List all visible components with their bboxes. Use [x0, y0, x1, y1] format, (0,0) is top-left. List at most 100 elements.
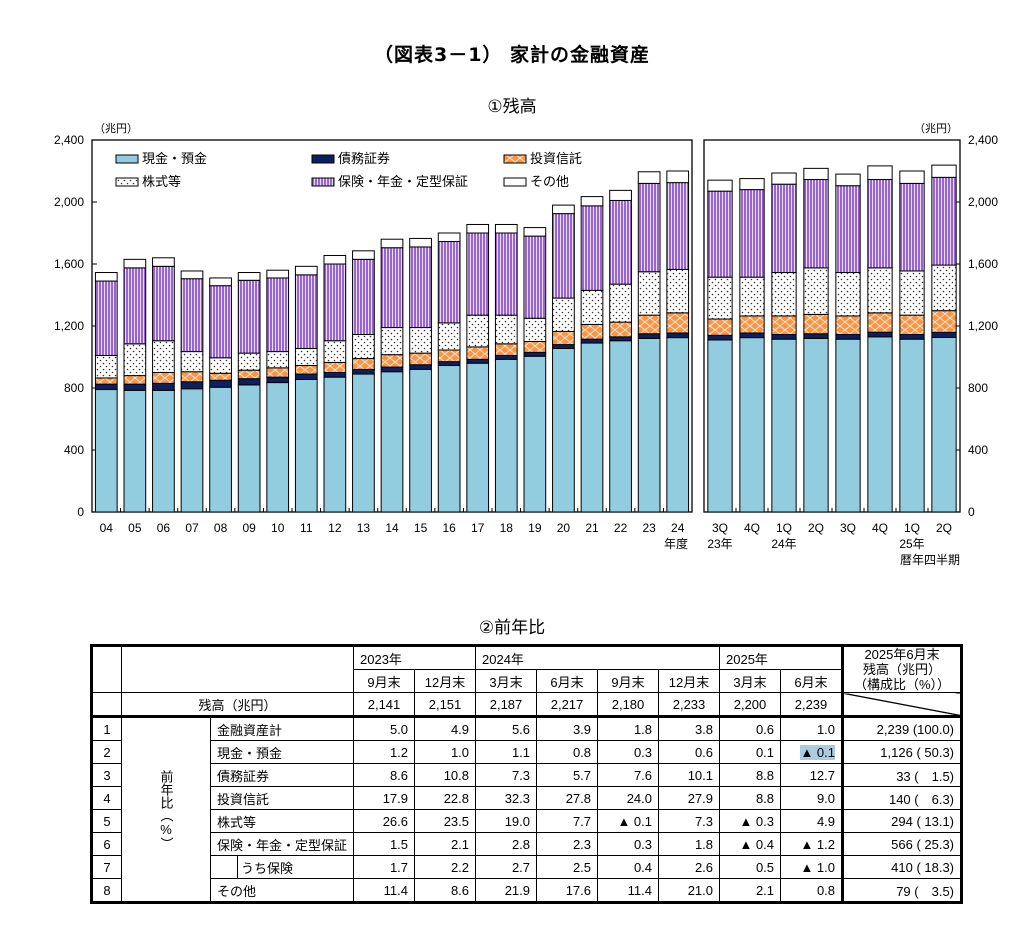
- legend-label: 株式等: [142, 174, 181, 189]
- row-label: 投資信託: [209, 786, 355, 810]
- bar-annual-other: [352, 250, 375, 260]
- value-cell: 0.6: [719, 715, 782, 741]
- row-label: 債務証券: [209, 763, 355, 787]
- bar-annual-cash: [323, 376, 347, 513]
- balance-cell: 2,180: [597, 692, 660, 717]
- bar-annual-stocks: [637, 271, 661, 316]
- y-tick-right: 2,400: [968, 133, 998, 147]
- value-text: 11.4: [627, 882, 653, 898]
- bar-annual-insurance: [152, 265, 175, 342]
- table-row: 4 投資信託 17.9 22.8 32.3 27.8 24.0 27.9 8.8 9.0 140 (…: [90, 786, 964, 810]
- x-tick-label: 17: [471, 521, 485, 535]
- bar-annual-trusts: [209, 372, 232, 381]
- value-text: 21.9: [504, 882, 531, 898]
- value-cell: 1.1: [475, 740, 538, 764]
- value-cell: ▲ 0.1: [780, 740, 844, 764]
- value-cell: 1.0: [780, 715, 844, 741]
- bar-quarterly-trusts: [739, 315, 765, 334]
- legend-swatch-trusts: [503, 154, 527, 164]
- row-no: 1: [90, 715, 122, 741]
- bar-annual-insurance: [266, 277, 290, 353]
- bar-annual-stocks: [237, 352, 261, 371]
- table-row: 7 うち保険 1.7 2.2 2.7 2.5 0.4 2.6 0.5 ▲ 1.0 410 ( 18.…: [90, 855, 964, 879]
- value-text: 0.8: [572, 744, 592, 760]
- value-text: 2.1: [755, 882, 775, 898]
- x-tick-label: 1Q: [776, 521, 792, 535]
- bar-quarterly-other: [867, 165, 893, 181]
- bar-annual-insurance: [294, 274, 318, 349]
- bar-quarterly-stocks: [803, 267, 829, 315]
- bar-annual-trusts: [152, 372, 175, 384]
- value-text: 7.3: [511, 767, 531, 783]
- legend-swatch-stocks: [115, 177, 139, 187]
- y-tick-right: 400: [968, 443, 988, 457]
- diagonal-cell: [841, 692, 964, 717]
- bar-annual-trusts: [494, 343, 518, 356]
- bar-annual-insurance: [580, 205, 604, 291]
- bar-annual-stocks: [609, 283, 632, 323]
- bar-annual-trusts: [666, 312, 690, 334]
- bar-quarterly-insurance: [771, 183, 797, 274]
- bar-annual-stocks: [294, 347, 318, 367]
- x-tick-label: 22: [614, 521, 628, 535]
- table-title: ②前年比: [478, 618, 546, 638]
- value-text: 8.6: [450, 882, 470, 898]
- bar-annual-stocks: [466, 314, 490, 348]
- value-cell: 5.0: [353, 715, 416, 741]
- value-cell: 0.8: [780, 878, 844, 904]
- bar-annual-cash: [409, 368, 432, 513]
- bar-annual-other: [666, 170, 690, 184]
- bar-quarterly-bonds: [707, 334, 733, 341]
- bar-quarterly-insurance: [803, 179, 829, 269]
- x-tick-label: 11: [300, 521, 313, 535]
- value-cell: 22.8: [414, 786, 477, 810]
- bar-annual-stocks: [352, 334, 375, 360]
- x-tick-label: 10: [271, 521, 285, 535]
- value-cell: 1.0: [414, 740, 477, 764]
- value-text: 8.6: [389, 767, 409, 783]
- bar-annual-bonds: [609, 336, 632, 342]
- side-label: 前年比（%）: [121, 715, 211, 904]
- bar-annual-trusts: [609, 321, 632, 338]
- bar-annual-cash: [352, 373, 375, 513]
- value-text: 23.5: [443, 813, 470, 829]
- bar-annual-trusts: [323, 361, 347, 374]
- bar-quarterly-cash: [707, 339, 733, 513]
- balance-cell: 2,217: [536, 692, 599, 717]
- bar-annual-insurance: [380, 247, 404, 329]
- bar-annual-bonds: [466, 358, 490, 364]
- y-tick-right: 1,600: [968, 257, 998, 271]
- value-text: 1.5: [389, 836, 409, 852]
- bar-annual-trusts: [437, 349, 461, 363]
- bar-quarterly-stocks: [707, 276, 733, 320]
- value-text: 1.7: [389, 859, 409, 875]
- row-label: うち保険: [209, 855, 355, 879]
- value-text: 1.8: [633, 721, 653, 737]
- row-no: 5: [90, 809, 122, 833]
- bar-annual-trusts: [266, 367, 290, 378]
- value-text: 12.7: [809, 767, 836, 783]
- bar-annual-other: [437, 232, 461, 243]
- value-cell: 0.8: [536, 740, 599, 764]
- value-cell: 17.6: [536, 878, 599, 904]
- bar-annual-other: [323, 254, 347, 265]
- value-cell: 7.3: [658, 809, 721, 833]
- balance-share-cell: 140 ( 6.3): [841, 786, 964, 810]
- value-text: 17.9: [382, 790, 409, 806]
- bar-annual-other: [294, 265, 318, 276]
- bar-annual-cash: [580, 342, 604, 513]
- value-text: 10.8: [443, 767, 470, 783]
- value-text: 5.6: [511, 721, 531, 737]
- value-cell: 19.0: [475, 809, 538, 833]
- bar-quarterly-trusts: [867, 312, 893, 333]
- value-cell: 1.8: [658, 832, 721, 856]
- x-tick-label: 20: [557, 521, 571, 535]
- value-text: 2.8: [511, 836, 531, 852]
- value-text: 7.7: [572, 813, 592, 829]
- bar-annual-bonds: [523, 351, 547, 357]
- x-tick-label: 05: [128, 521, 142, 535]
- bar-annual-other: [580, 196, 604, 207]
- bar-quarterly-bonds: [803, 333, 829, 339]
- x-tick-label: 04: [100, 521, 114, 535]
- bar-quarterly-stocks: [771, 272, 797, 317]
